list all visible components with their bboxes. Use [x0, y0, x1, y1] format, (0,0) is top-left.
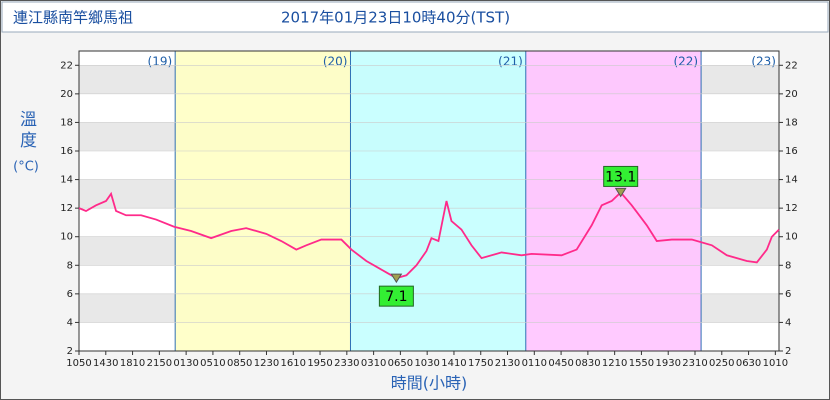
x-tick-label: 1950: [307, 358, 332, 369]
day-label: (23): [751, 55, 776, 69]
y-tick-label: 2: [67, 346, 73, 357]
x-tick-label: 1410: [441, 358, 466, 369]
x-tick-label: 0310: [361, 358, 386, 369]
x-tick-label: 1810: [120, 358, 145, 369]
extreme-box: [603, 165, 639, 187]
station-name: 連江縣南竿鄉馬祖: [13, 9, 133, 27]
y-axis-unit: (°C): [13, 160, 39, 175]
x-tick-label: 0110: [522, 358, 547, 369]
y-tick-label: 22: [785, 60, 798, 71]
x-tick-label: 0630: [736, 358, 761, 369]
y-tick-label: 18: [60, 117, 73, 128]
x-tick-label: 0250: [709, 358, 734, 369]
x-tick-label: 1930: [655, 358, 680, 369]
x-tick-label: 0650: [388, 358, 413, 369]
y-tick-label: 4: [67, 317, 73, 328]
x-tick-label: 1210: [602, 358, 627, 369]
extreme-label: 7.1: [385, 289, 407, 305]
extreme-marker: [390, 273, 403, 284]
x-tick-label: 1230: [254, 358, 279, 369]
x-tick-label: 2330: [334, 358, 359, 369]
chart-title: 2017年01月23日10時40分(TST): [281, 9, 510, 27]
day-label: (20): [323, 55, 348, 69]
y-tick-label: 20: [60, 89, 73, 100]
day-region: [350, 51, 526, 351]
day-label: (22): [673, 55, 698, 69]
x-tick-label: 1010: [763, 358, 788, 369]
x-tick-label: 0130: [173, 358, 198, 369]
extreme-box: [378, 285, 414, 307]
y-tick-label: 6: [67, 289, 73, 300]
x-tick-label: 1550: [629, 358, 654, 369]
x-axis-label: 時間(小時): [391, 374, 468, 393]
x-tick-label: 1610: [281, 358, 306, 369]
y-axis-label: 溫度: [16, 110, 37, 152]
x-tick-label: 0510: [200, 358, 225, 369]
day-region: [175, 51, 351, 351]
x-tick-label: 2150: [147, 358, 172, 369]
y-tick-label: 18: [785, 117, 798, 128]
y-tick-label: 6: [785, 289, 791, 300]
y-tick-label: 14: [785, 175, 798, 186]
y-tick-label: 16: [60, 146, 73, 157]
y-tick-label: 20: [785, 89, 798, 100]
day-label: (19): [148, 55, 173, 69]
y-tick-label: 10: [785, 232, 798, 243]
extreme-marker: [614, 187, 627, 198]
x-tick-label: 1430: [93, 358, 118, 369]
header-bar: [1, 1, 829, 33]
x-tick-label: 1750: [468, 358, 493, 369]
x-tick-label: 0830: [575, 358, 600, 369]
x-tick-label: 1050: [66, 358, 91, 369]
y-tick-label: 12: [785, 203, 798, 214]
y-tick-label: 4: [785, 317, 791, 328]
plot-frame: [78, 50, 780, 352]
x-tick-label: 1030: [414, 358, 439, 369]
x-tick-label: 2310: [682, 358, 707, 369]
y-tick-label: 10: [60, 232, 73, 243]
x-tick-label: 0450: [548, 358, 573, 369]
y-tick-label: 22: [60, 60, 73, 71]
y-tick-label: 12: [60, 203, 73, 214]
y-tick-label: 14: [60, 175, 73, 186]
y-tick-label: 2: [785, 346, 791, 357]
y-tick-label: 8: [785, 260, 791, 271]
extreme-label: 13.1: [605, 169, 636, 185]
x-tick-label: 0850: [227, 358, 252, 369]
y-tick-label: 8: [67, 260, 73, 271]
day-label: (21): [498, 55, 523, 69]
x-tick-label: 2130: [495, 358, 520, 369]
temperature-line: [78, 191, 780, 280]
y-tick-label: 16: [785, 146, 798, 157]
day-region: [525, 51, 702, 351]
